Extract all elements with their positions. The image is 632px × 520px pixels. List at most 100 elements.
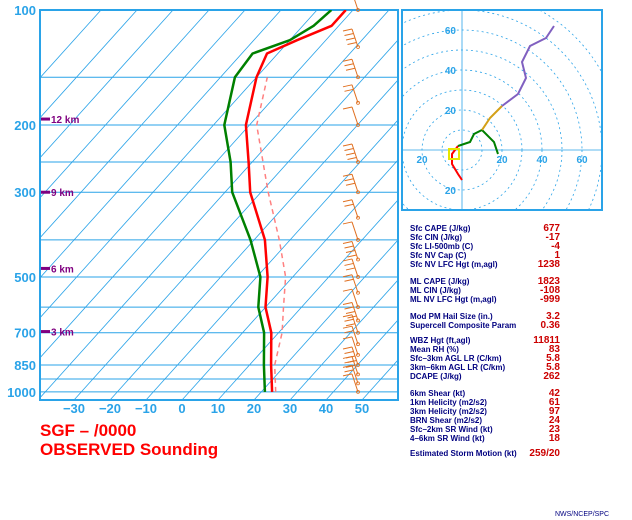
parameter-label: 6km Shear (kt) bbox=[410, 389, 465, 398]
parameter-value: 5.8 bbox=[546, 353, 560, 364]
skewt-grid bbox=[40, 10, 398, 400]
parameter-row: 3km Helicity (m2/s2) 97 bbox=[410, 406, 560, 417]
parameter-value: 262 bbox=[543, 371, 560, 382]
hodograph-ring-label: 40 bbox=[445, 66, 457, 77]
temperature-tick-label: 10 bbox=[211, 401, 225, 416]
temperature-axis: −30 −20 −10 0 10 20 30 40 50 bbox=[63, 401, 369, 416]
height-tick-label: 6 km bbox=[51, 264, 74, 275]
hodograph-border bbox=[401, 9, 603, 211]
parameter-row: Sfc NV Cap (C) 1 bbox=[410, 250, 560, 261]
sounding-title: OBSERVED Sounding bbox=[40, 440, 218, 459]
wind-barb bbox=[342, 364, 360, 386]
parameter-value: 5.8 bbox=[546, 362, 560, 373]
parameter-row: Sfc CIN (J/kg) -17 bbox=[410, 232, 560, 243]
parameter-row: Sfc–2km SR Wind (kt) 23 bbox=[410, 424, 560, 435]
parameter-row: DCAPE (J/kg) 262 bbox=[410, 371, 560, 382]
wind-barb bbox=[342, 58, 360, 80]
parameter-label: Sfc NV LFC Hgt (m,agl) bbox=[410, 260, 498, 269]
parameter-value: 83 bbox=[549, 344, 561, 355]
parameter-label: Sfc–2km SR Wind (kt) bbox=[410, 425, 493, 434]
isotherm bbox=[40, 10, 174, 159]
wind-barb bbox=[342, 288, 360, 310]
hodograph-segment bbox=[481, 105, 503, 131]
dewpoint-profile bbox=[223, 10, 333, 392]
skewt-profiles bbox=[223, 10, 347, 392]
isotherm bbox=[40, 10, 102, 79]
isotherm bbox=[325, 319, 398, 400]
parameter-label: Sfc CIN (J/kg) bbox=[410, 233, 462, 242]
credit: NWS/NCEP/SPC bbox=[555, 511, 609, 518]
isotherm bbox=[73, 39, 398, 400]
wind-barb bbox=[354, 0, 360, 12]
hodograph-ring-label: 20 bbox=[445, 186, 457, 197]
parameter-label: Mod PM Hail Size (in.) bbox=[410, 312, 493, 321]
parameter-row: Sfc LI-500mb (C) -4 bbox=[410, 241, 560, 252]
parameter-row: ML NV LFC Hgt (m,agl) -999 bbox=[410, 294, 560, 305]
hodograph-ring-label: 20 bbox=[445, 106, 457, 117]
parameter-row: 6km Shear (kt) 42 bbox=[410, 388, 560, 399]
parameter-row: BRN Shear (m2/s2) 24 bbox=[410, 415, 560, 426]
pressure-tick-label: 700 bbox=[14, 326, 36, 341]
isotherm bbox=[40, 10, 210, 199]
hodograph-segment bbox=[457, 128, 499, 155]
pressure-tick-label: 100 bbox=[14, 3, 36, 18]
wind-barb bbox=[342, 84, 360, 105]
isotherm bbox=[40, 10, 354, 359]
isotherm bbox=[217, 199, 398, 400]
parameter-value: 97 bbox=[549, 406, 561, 417]
hodograph-ring-label: 60 bbox=[445, 26, 457, 37]
parameter-value: 1 bbox=[554, 250, 560, 261]
temperature-tick-label: −30 bbox=[63, 401, 85, 416]
parameter-label: Sfc–3km AGL LR (C/km) bbox=[410, 354, 502, 363]
isotherm bbox=[181, 159, 398, 400]
temperature-profile bbox=[244, 10, 347, 392]
pressure-tick-label: 1000 bbox=[7, 385, 36, 400]
pressure-axis: 100 200 300 500 700 850 1000 bbox=[7, 3, 36, 400]
height-markers: 12 km 9 km 6 km 3 km bbox=[41, 115, 79, 339]
parameter-label: WBZ Hgt (ft,agl) bbox=[410, 336, 471, 345]
parameter-row: Mean RH (%) 83 bbox=[410, 344, 560, 355]
wind-barb bbox=[342, 173, 360, 195]
height-tick-label: 9 km bbox=[51, 188, 74, 199]
parameter-row: Supercell Composite Param 0.36 bbox=[410, 320, 560, 331]
hodograph-trace bbox=[448, 25, 555, 181]
hodograph-ring-label: 40 bbox=[536, 155, 548, 166]
isotherm bbox=[253, 239, 398, 400]
temperature-tick-label: 0 bbox=[178, 401, 185, 416]
parameter-label: Supercell Composite Param bbox=[410, 321, 516, 330]
wind-barb bbox=[342, 28, 360, 49]
wind-barb bbox=[342, 314, 360, 335]
wind-barb bbox=[342, 258, 360, 279]
parameter-value: 259/20 bbox=[529, 448, 560, 459]
wind-barb bbox=[342, 325, 360, 347]
temperature-tick-label: 30 bbox=[283, 401, 297, 416]
parameter-row: Mod PM Hail Size (in.) 3.2 bbox=[410, 311, 560, 322]
parameter-label: DCAPE (J/kg) bbox=[410, 372, 462, 381]
pressure-tick-label: 850 bbox=[14, 358, 36, 373]
station-id: SGF – /0000 bbox=[40, 421, 136, 440]
wind-barb bbox=[342, 373, 360, 394]
skewt-panel: 100 200 300 500 700 850 1000 −30 −20 −10 0 10 20 30 4… bbox=[7, 0, 399, 416]
parameter-row: 1km Helicity (m2/s2) 61 bbox=[410, 397, 560, 408]
parameter-value: 18 bbox=[549, 433, 561, 444]
parameter-row: ML CIN (J/kg) -108 bbox=[410, 285, 560, 296]
parameter-label: 4–6km SR Wind (kt) bbox=[410, 434, 485, 443]
isotherm bbox=[40, 10, 390, 399]
hodograph-segment bbox=[451, 145, 463, 181]
parameter-label: Mean RH (%) bbox=[410, 345, 459, 354]
hodograph-segment bbox=[501, 25, 555, 107]
parameter-label: BRN Shear (m2/s2) bbox=[410, 416, 482, 425]
temperature-tick-label: −20 bbox=[99, 401, 121, 416]
parameter-value: 1823 bbox=[538, 276, 561, 287]
parameter-value: -999 bbox=[540, 294, 560, 305]
parameter-label: ML NV LFC Hgt (m,agl) bbox=[410, 295, 497, 304]
pressure-tick-label: 500 bbox=[14, 270, 36, 285]
temperature-tick-label: 40 bbox=[319, 401, 333, 416]
wind-barbs bbox=[342, 0, 360, 394]
wind-barb bbox=[342, 221, 360, 242]
hodograph-grid: 20 40 60 20 20 40 60 20 bbox=[403, 11, 601, 209]
parameter-label: ML CAPE (J/kg) bbox=[410, 277, 470, 286]
parameter-value: 1238 bbox=[538, 259, 561, 270]
parameter-label: Sfc LI-500mb (C) bbox=[410, 242, 473, 251]
